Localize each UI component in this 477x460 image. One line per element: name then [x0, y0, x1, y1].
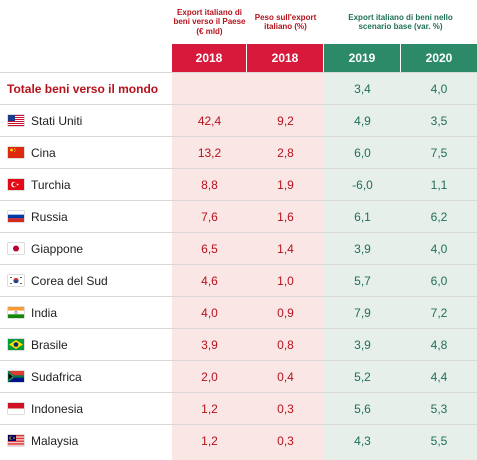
- value-2019: -6,0: [352, 177, 373, 192]
- value-2019: 4,3: [354, 433, 371, 448]
- russia-flag-icon: [8, 211, 24, 222]
- value-2020: 4,4: [430, 369, 448, 384]
- country-name: Russia: [31, 209, 68, 224]
- export-value: 4,6: [201, 273, 218, 288]
- peso-header: Peso sull'export italiano (%): [254, 12, 317, 31]
- turkey-flag-icon: [8, 179, 24, 190]
- value-2020: 7,5: [430, 145, 448, 160]
- peso-value: 1,4: [277, 241, 294, 256]
- country-name: Turchia: [31, 177, 71, 192]
- value-2020: 4,0: [430, 241, 448, 256]
- country-name: Corea del Sud: [31, 273, 108, 288]
- value-2020: 1,1: [430, 177, 448, 192]
- country-cell: Corea del Sud: [8, 265, 108, 296]
- peso-value: 1,0: [277, 273, 294, 288]
- country-name: Cina: [31, 145, 56, 160]
- country-cell: Malaysia: [8, 425, 78, 456]
- scenario-header: Export italiano di beni nello scenario b…: [348, 12, 453, 31]
- indonesia-flag-icon: [8, 403, 24, 414]
- country-cell: Cina: [8, 137, 56, 168]
- country-name: Sudafrica: [31, 369, 82, 384]
- value-2019: 4,9: [354, 113, 371, 128]
- value-2020: 5,3: [430, 401, 448, 416]
- export-value: 7,6: [201, 209, 218, 224]
- value-2019: 5,7: [354, 273, 371, 288]
- country-cell: India: [8, 297, 57, 328]
- country-cell: Indonesia: [8, 393, 83, 424]
- export-value: 13,2: [197, 145, 222, 160]
- country-cell: Russia: [8, 201, 68, 232]
- total-row: Totale beni verso il mondo 3,4 4,0: [0, 72, 477, 104]
- value-2019: 6,1: [354, 209, 371, 224]
- table-row: Stati Uniti 42,4 9,2 4,9 3,5: [0, 104, 477, 136]
- peso-value: 1,9: [277, 177, 294, 192]
- year-header-2019: 2019: [324, 44, 400, 72]
- country-name: India: [31, 305, 58, 320]
- value-2020: 7,2: [430, 305, 448, 320]
- total-label: Totale beni verso il mondo: [7, 81, 159, 96]
- table-row: Giappone 6,5 1,4 3,9 4,0: [0, 232, 477, 264]
- country-name: Brasile: [31, 337, 68, 352]
- value-2020: 5,5: [430, 433, 448, 448]
- value-2020: 3,5: [430, 113, 448, 128]
- table-row: Indonesia 1,2 0,3 5,6 5,3: [0, 392, 477, 424]
- country-cell: Stati Uniti: [8, 105, 82, 136]
- table-row: Turchia 8,8 1,9 -6,0 1,1: [0, 168, 477, 200]
- peso-value: 0,3: [277, 401, 294, 416]
- country-name: Indonesia: [31, 401, 84, 416]
- country-name: Malaysia: [31, 433, 79, 448]
- value-2019: 3,9: [354, 241, 371, 256]
- export-value: 4,0: [201, 305, 218, 320]
- country-name: Stati Uniti: [31, 113, 83, 128]
- year-header-export: 2018: [172, 44, 246, 72]
- japan-flag-icon: [8, 243, 24, 254]
- country-cell: Brasile: [8, 329, 68, 360]
- peso-value: 9,2: [277, 113, 294, 128]
- malaysia-flag-icon: [8, 435, 24, 446]
- country-name: Giappone: [31, 241, 84, 256]
- table-row: Brasile 3,9 0,8 3,9 4,8: [0, 328, 477, 360]
- year-header-2020: 2020: [401, 44, 477, 72]
- export-value: 1,2: [201, 433, 218, 448]
- value-2019: 7,9: [354, 305, 371, 320]
- table-row: Sudafrica 2,0 0,4 5,2 4,4: [0, 360, 477, 392]
- value-2019: 5,2: [354, 369, 371, 384]
- value-2020: 4,8: [430, 337, 448, 352]
- peso-value: 2,8: [277, 145, 294, 160]
- south-korea-flag-icon: [8, 275, 24, 286]
- peso-value: 0,8: [277, 337, 294, 352]
- country-cell: Sudafrica: [7, 361, 82, 392]
- total-value-2020: 4,0: [430, 81, 448, 96]
- us-flag-icon: [8, 115, 24, 126]
- export-value: 42,4: [197, 113, 222, 128]
- value-2020: 6,2: [430, 209, 448, 224]
- china-flag-icon: [8, 147, 24, 158]
- peso-value: 0,4: [277, 369, 294, 384]
- value-2019: 6,0: [354, 145, 371, 160]
- year-header-peso: 2018: [247, 44, 323, 72]
- brazil-flag-icon: [8, 339, 24, 350]
- table-row: India 4,0 0,9 7,9 7,2: [0, 296, 477, 328]
- value-2020: 6,0: [430, 273, 448, 288]
- peso-value: 1,6: [277, 209, 294, 224]
- country-cell: Giappone: [8, 233, 83, 264]
- table-row: Russia 7,6 1,6 6,1 6,2: [0, 200, 477, 232]
- table-row: Cina 13,2 2,8 6,0 7,5: [0, 136, 477, 168]
- value-2019: 3,9: [354, 337, 371, 352]
- total-value-2019: 3,4: [354, 81, 371, 96]
- value-2019: 5,6: [354, 401, 371, 416]
- export-value: 1,2: [201, 401, 218, 416]
- export-value: 3,9: [201, 337, 218, 352]
- export-value: 2,0: [201, 369, 218, 384]
- country-cell: Turchia: [8, 169, 71, 200]
- south-africa-flag-icon: [7, 370, 24, 383]
- export-value: 6,5: [201, 241, 218, 256]
- peso-value: 0,9: [277, 305, 294, 320]
- peso-value: 0,3: [277, 433, 294, 448]
- india-flag-icon: [8, 307, 24, 318]
- export-header: Export italiano di beni verso il Paese (…: [173, 8, 246, 36]
- table-row: Malaysia 1,2 0,3 4,3 5,5: [0, 424, 477, 456]
- export-value: 8,8: [201, 177, 218, 192]
- table-row: Corea del Sud 4,6 1,0 5,7 6,0: [0, 264, 477, 296]
